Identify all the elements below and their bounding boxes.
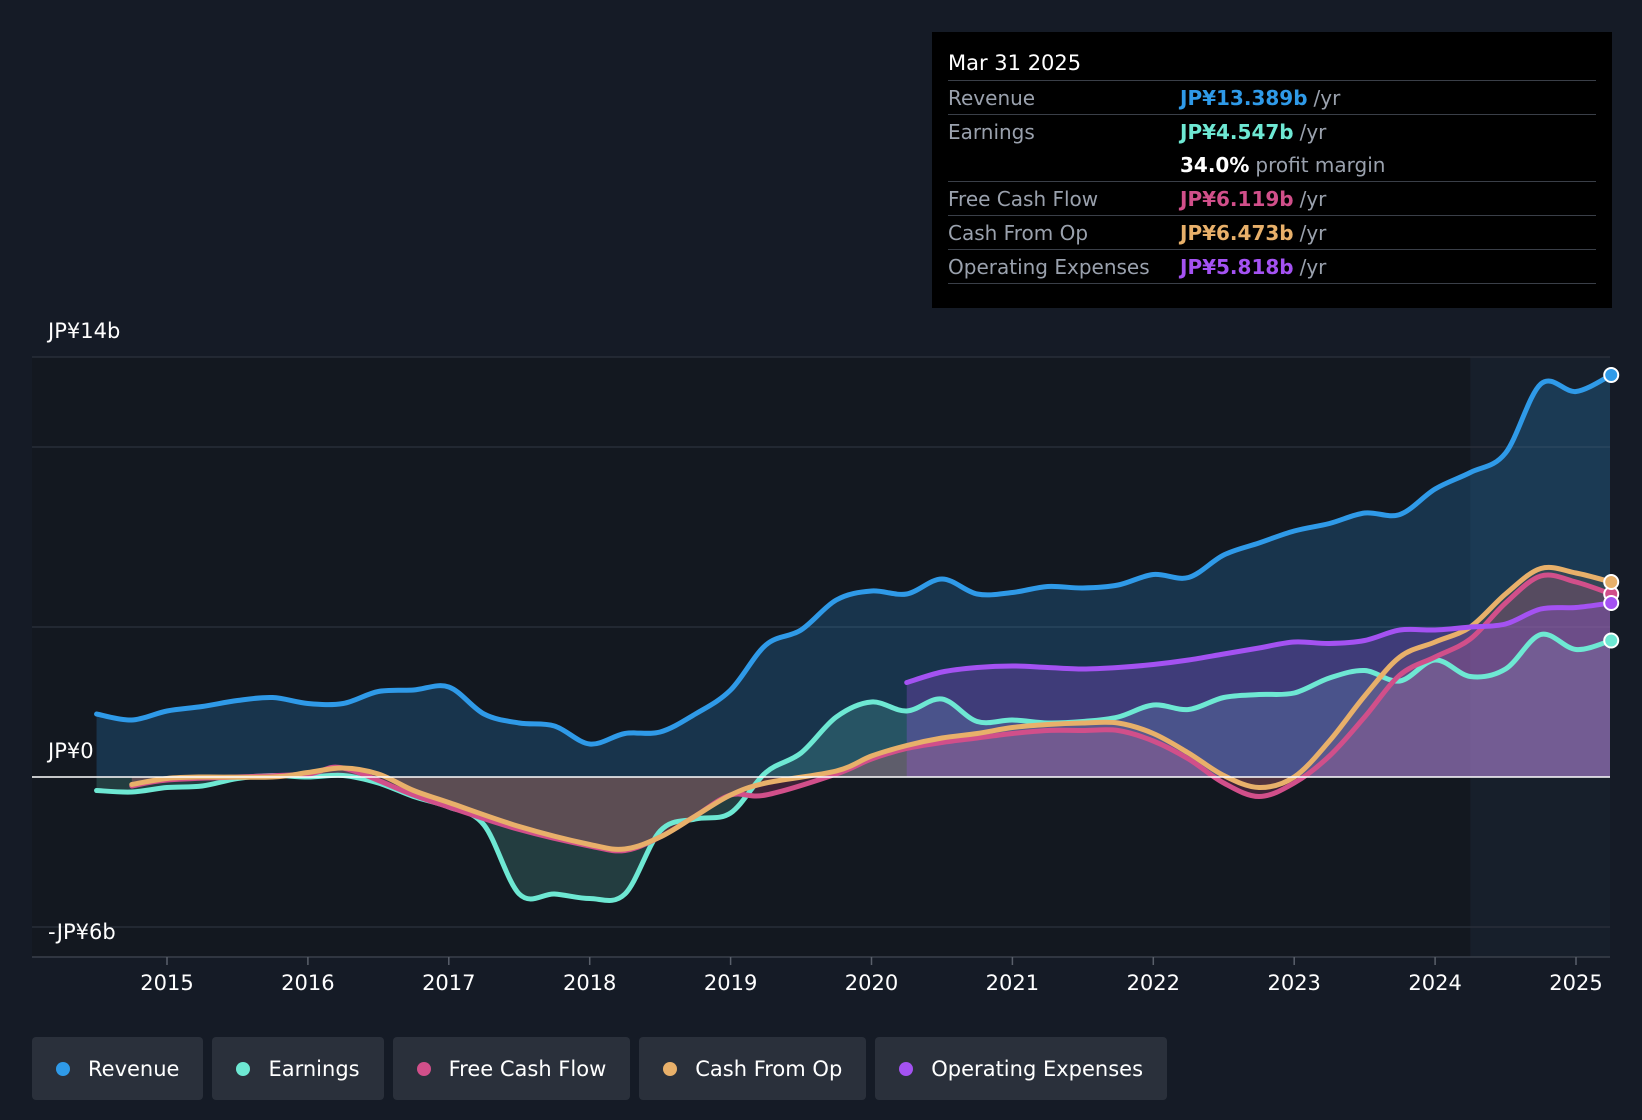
x-tick-label: 2020 xyxy=(845,971,898,995)
tooltip-date: Mar 31 2025 xyxy=(948,51,1082,75)
earnings-line xyxy=(94,631,1610,903)
x-tick-label: 2015 xyxy=(140,971,193,995)
tooltip-row-revenue: Revenue JP¥13.389b /yr xyxy=(948,80,1596,114)
legend-item-revenue[interactable]: Revenue xyxy=(32,1037,204,1100)
tooltip-value: JP¥5.818b xyxy=(1180,254,1294,279)
legend-dot-icon xyxy=(663,1061,678,1076)
tooltip-label: Free Cash Flow xyxy=(948,186,1099,211)
earnings-endpoint xyxy=(1603,632,1620,649)
revenue-line xyxy=(94,372,1610,747)
gridlines xyxy=(32,356,1610,928)
legend-dot-icon xyxy=(236,1061,251,1076)
tooltip-unit: /yr xyxy=(1299,254,1327,279)
x-tick-label: 2024 xyxy=(1408,971,1461,995)
legend-item-operating-expenses[interactable]: Operating Expenses xyxy=(875,1037,1168,1100)
operating-expenses-endpoint xyxy=(1603,595,1620,611)
x-tick-label: 2021 xyxy=(986,971,1039,995)
series-endpoints xyxy=(1603,367,1620,649)
tooltip-label: Operating Expenses xyxy=(948,254,1150,279)
hover-tooltip: Mar 31 2025 Revenue JP¥13.389b /yr Earni… xyxy=(932,32,1612,308)
x-axis-ticks: 2015 2016 2017 2018 2019 2020 2021 2022 2023 2024… xyxy=(140,957,1603,995)
tooltip-unit: /yr xyxy=(1299,119,1327,144)
tooltip-unit: /yr xyxy=(1299,220,1327,245)
operating-expenses-line xyxy=(904,600,1610,685)
legend-dot-icon xyxy=(416,1061,431,1076)
legend-label: Free Cash Flow xyxy=(448,1056,607,1081)
free-cash-flow-line xyxy=(129,572,1610,854)
x-tick-label: 2023 xyxy=(1267,971,1320,995)
operating-expenses-area xyxy=(906,603,1610,777)
tooltip-value: JP¥6.473b xyxy=(1180,220,1294,245)
y-label-zero: JP¥0 xyxy=(48,739,94,763)
legend-label: Earnings xyxy=(268,1056,360,1081)
cash-from-op-endpoint xyxy=(1603,574,1620,590)
tooltip-label: Earnings xyxy=(948,119,1035,144)
legend-item-cash-from-op[interactable]: Cash From Op xyxy=(639,1037,867,1100)
tooltip-row-opex: Operating Expenses JP¥5.818b /yr xyxy=(948,249,1596,284)
tooltip-row-cfo: Cash From Op JP¥6.473b /yr xyxy=(948,215,1596,249)
x-tick-label: 2022 xyxy=(1127,971,1180,995)
legend-item-earnings[interactable]: Earnings xyxy=(212,1037,384,1100)
tooltip-row-fcf: Free Cash Flow JP¥6.119b /yr xyxy=(948,181,1596,215)
x-tick-label: 2018 xyxy=(563,971,616,995)
profit-margin-unit: profit margin xyxy=(1255,152,1386,177)
tooltip-unit: /yr xyxy=(1299,186,1327,211)
legend-label: Operating Expenses xyxy=(931,1056,1144,1081)
revenue-endpoint xyxy=(1603,367,1620,383)
legend-item-free-cash-flow[interactable]: Free Cash Flow xyxy=(392,1037,631,1100)
legend-dot-icon xyxy=(899,1061,914,1076)
x-tick-label: 2017 xyxy=(422,971,475,995)
tooltip-label: Cash From Op xyxy=(948,220,1089,245)
tooltip-row-earnings: Earnings JP¥4.547b /yr xyxy=(948,114,1596,148)
x-tick-label: 2016 xyxy=(281,971,334,995)
y-label-bottom: -JP¥6b xyxy=(48,920,116,944)
x-tick-label: 2025 xyxy=(1549,971,1602,995)
tooltip-unit: /yr xyxy=(1313,85,1341,110)
revenue-area xyxy=(96,375,1610,777)
tooltip-value: JP¥6.119b xyxy=(1180,186,1294,211)
profit-margin-value: 34.0% xyxy=(1180,152,1250,177)
tooltip-value: JP¥13.389b xyxy=(1180,85,1308,110)
y-label-top: JP¥14b xyxy=(48,319,121,343)
x-tick-label: 2019 xyxy=(704,971,757,995)
legend-label: Revenue xyxy=(88,1056,180,1081)
plot-background xyxy=(32,357,1610,957)
legend-label: Cash From Op xyxy=(695,1056,843,1081)
legend: Revenue Earnings Free Cash Flow Cash Fro… xyxy=(32,1037,1168,1100)
tooltip-value: JP¥4.547b xyxy=(1180,119,1294,144)
legend-dot-icon xyxy=(56,1061,70,1076)
tooltip-label: Revenue xyxy=(948,85,1036,110)
cash-from-op-area xyxy=(131,567,1610,850)
last-year-highlight xyxy=(1470,357,1610,957)
tooltip-row-margin: 34.0% profit margin xyxy=(948,148,1596,181)
